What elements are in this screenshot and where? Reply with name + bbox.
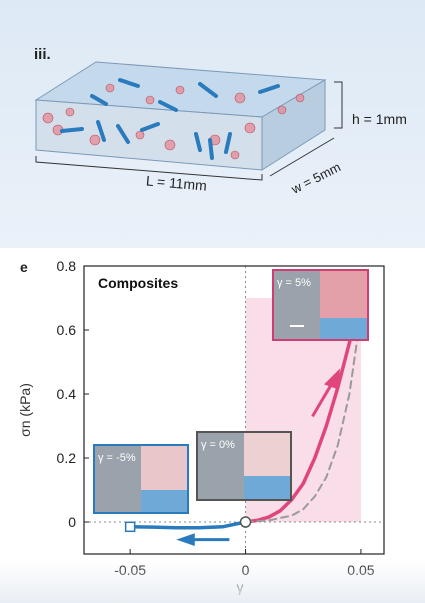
panel-e-label: e — [20, 259, 28, 275]
series-line-1 — [244, 313, 362, 523]
y-tick-label: 0.2 — [57, 450, 77, 466]
length-label: L = 11mm — [145, 172, 207, 193]
arrow-head — [176, 533, 195, 546]
chart-panel-title: Composites — [98, 275, 178, 291]
inset-minus-5: γ = -5% — [93, 444, 189, 514]
dimension-lines — [35, 81, 343, 181]
panel-iii-label: iii. — [34, 46, 51, 63]
schematic-panel: iii. L = 11mm w = 5 — [0, 0, 425, 248]
series-line-0 — [243, 296, 363, 524]
loading-arrow — [311, 368, 341, 418]
height-label: h = 1mm — [352, 111, 407, 127]
origin-marker — [239, 516, 252, 528]
min-strain-marker — [124, 521, 136, 533]
inset-label: γ = -5% — [98, 452, 136, 464]
series-line-2 — [128, 520, 248, 530]
unloading-arrow — [176, 533, 230, 546]
arrow-shaft — [311, 380, 335, 418]
sample-schematic: iii. L = 11mm w = 5 — [34, 46, 407, 197]
slab-side-face — [261, 79, 326, 171]
inset-zero: γ = 0% — [196, 431, 292, 501]
arrow-head — [324, 368, 341, 390]
bottom-fade — [0, 560, 425, 603]
y-tick-label: 0 — [68, 514, 76, 530]
y-tick-label: 0.6 — [57, 322, 77, 338]
inset-label: γ = 0% — [201, 439, 235, 451]
y-tick-label: 0.8 — [57, 258, 77, 274]
particle-cluster — [42, 83, 305, 160]
y-axis-label: σn (kPa) — [17, 383, 33, 437]
alignment-arrows — [60, 78, 280, 160]
inset-plus-5: γ = 5% — [272, 269, 369, 341]
plot-frame — [83, 265, 385, 555]
inset-label: γ = 5% — [277, 277, 311, 289]
y-tick-label: 0.4 — [57, 386, 77, 402]
